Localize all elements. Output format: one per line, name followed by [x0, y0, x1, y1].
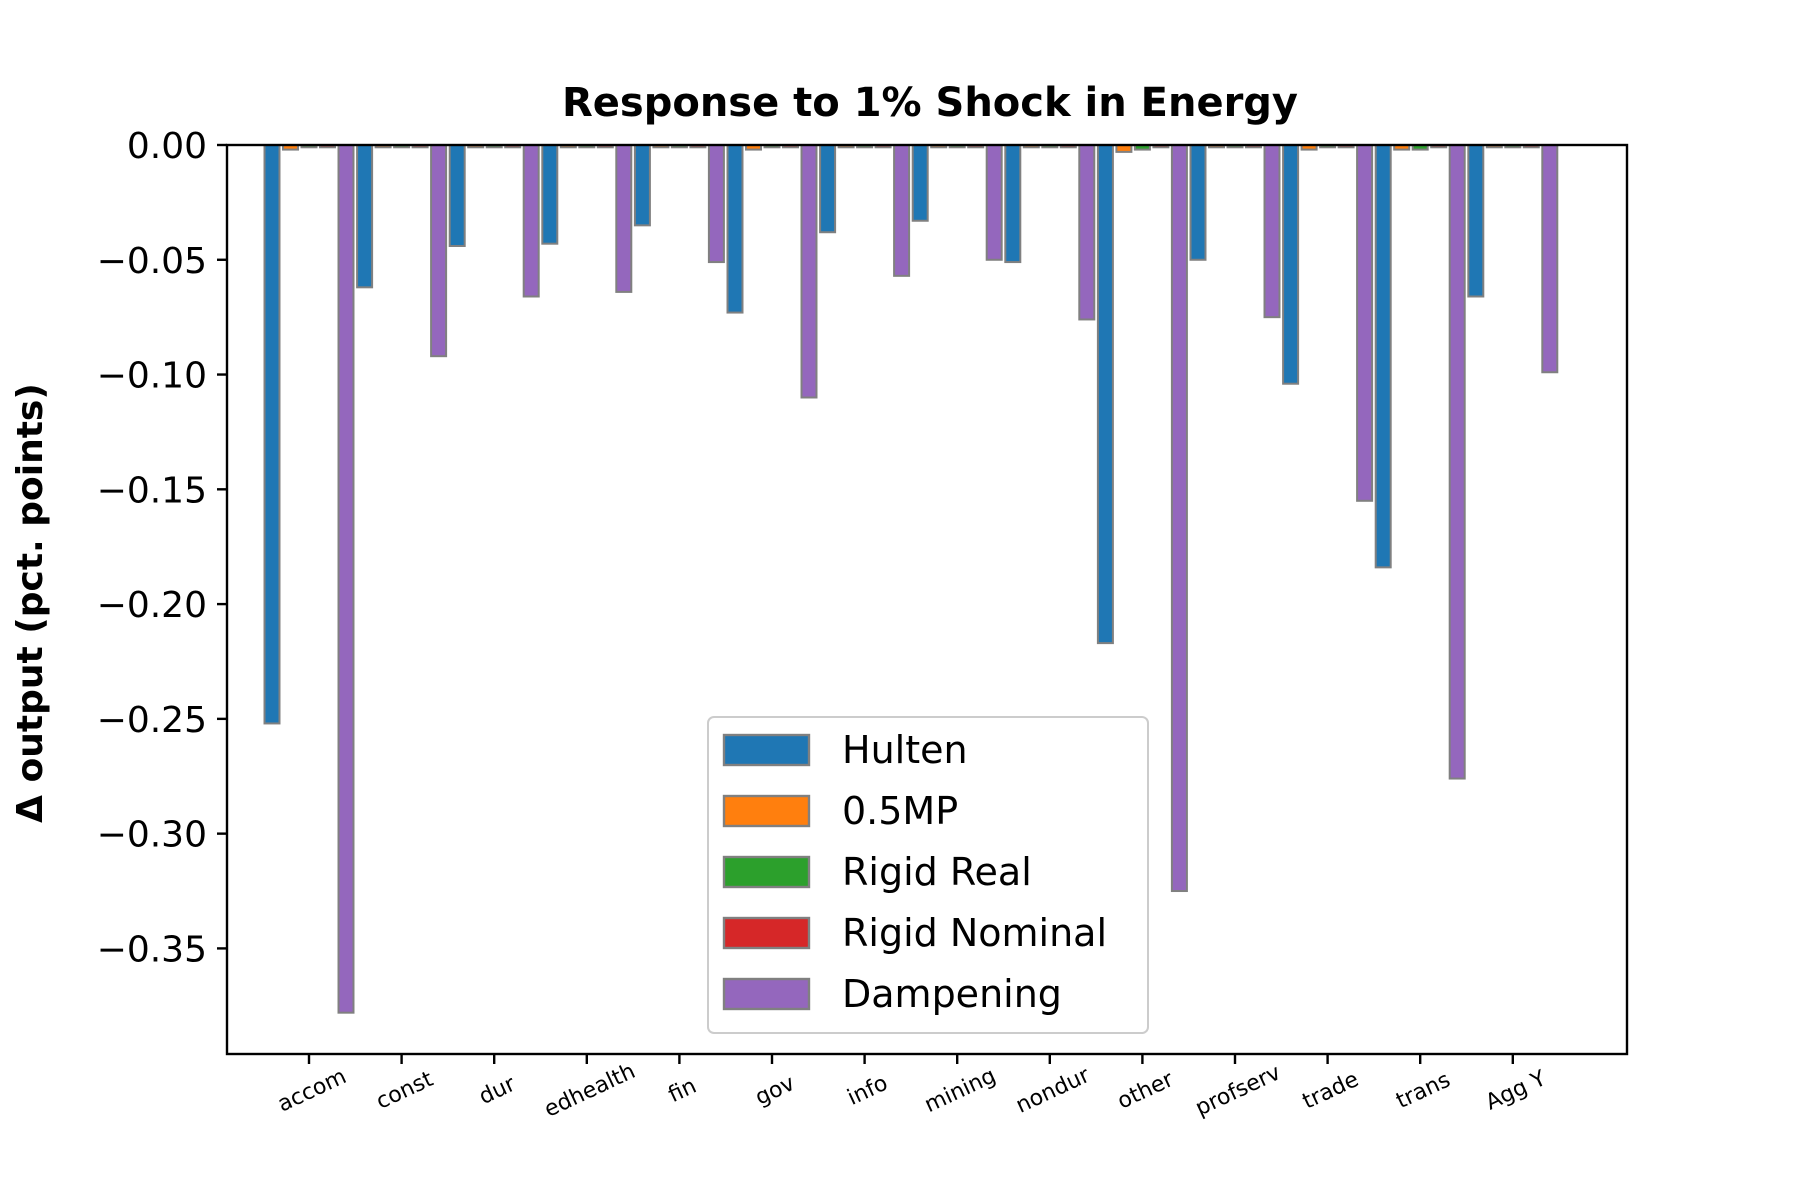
x-tick-label: trans	[1392, 1068, 1454, 1115]
bar-hulten-trade	[1282, 144, 1300, 385]
bar-hulten-accom	[263, 144, 281, 725]
legend-label: Hulten	[842, 728, 968, 772]
y-tick-label: −0.25	[97, 700, 207, 741]
plot-frame	[225, 143, 1629, 1056]
bar-dampening-profserv	[1263, 144, 1281, 319]
bar-hulten-const	[356, 144, 374, 289]
bar-hulten-trans	[1374, 144, 1392, 569]
bar-dampening-gov	[800, 144, 818, 399]
bar-hulten-profserv	[1189, 144, 1207, 261]
y-tick-label: −0.05	[97, 241, 207, 282]
x-tick-label: mining	[921, 1064, 1000, 1119]
y-tick-label: −0.30	[97, 815, 207, 856]
legend-label: 0.5MP	[842, 789, 958, 833]
x-tick-label: trade	[1299, 1067, 1363, 1114]
bar-hulten-fin	[633, 144, 651, 227]
y-tick-label: −0.35	[97, 929, 207, 970]
bar-hulten-edhealth	[541, 144, 559, 245]
bar-dampening-mining	[985, 144, 1003, 261]
bar-hulten-agg-y	[1467, 144, 1485, 298]
x-tick-label: nondur	[1012, 1063, 1094, 1119]
bar-dampening-nondur	[1078, 144, 1096, 321]
legend-swatch	[722, 794, 811, 828]
x-tick-label: Agg Y	[1482, 1066, 1551, 1116]
legend-label: Dampening	[842, 972, 1062, 1016]
bar-dampening-const	[430, 144, 448, 358]
bar-dampening-fin	[707, 144, 725, 264]
x-tick-label: info	[844, 1071, 892, 1111]
legend-swatch	[722, 916, 811, 950]
y-tick-label: −0.10	[97, 356, 207, 397]
bar-hulten-dur	[448, 144, 466, 247]
bar-hulten-other	[1096, 144, 1114, 645]
legend-swatch	[722, 733, 811, 767]
y-tick-label: 0.00	[127, 126, 207, 167]
bar-hulten-nondur	[1004, 144, 1022, 264]
bar-dampening-info	[893, 144, 911, 277]
bar-dampening-agg-y	[1541, 144, 1559, 374]
y-axis: 0.00 −0.05 −0.10 −0.15 −0.20 −0.25 −0.30 −0.35	[97, 126, 227, 970]
x-tick-label: fin	[665, 1074, 701, 1108]
y-tick-label: −0.15	[97, 470, 207, 511]
bar-dampening-accom	[337, 144, 355, 1014]
bar-dampening-trade	[1356, 144, 1374, 502]
bar-hulten-gov	[726, 144, 744, 314]
x-tick-label: gov	[752, 1071, 799, 1111]
chart-title: Response to 1% Shock in Energy	[562, 80, 1298, 126]
legend-label: Rigid Nominal	[842, 911, 1107, 955]
bar-dampening-edhealth	[615, 144, 633, 293]
legend-swatch	[722, 855, 811, 889]
x-tick-label: edhealth	[541, 1059, 640, 1123]
x-tick-label: other	[1114, 1067, 1179, 1115]
bar-dampening-dur	[522, 144, 540, 298]
x-tick-label: accom	[274, 1064, 350, 1117]
y-axis-label: Δ output (pct. points)	[10, 383, 51, 823]
bar-dampening-trans	[1448, 144, 1466, 780]
bar-hulten-info	[819, 144, 837, 234]
legend: Hulten 0.5MP Rigid Real Rigid Nominal Dampen…	[707, 716, 1149, 1034]
x-axis: accom const dur edhealth fin gov info mining non…	[274, 1054, 1550, 1123]
bars-layer	[263, 144, 1559, 1014]
y-tick-label: −0.20	[97, 585, 207, 626]
x-tick-label: dur	[475, 1071, 520, 1110]
legend-box	[707, 716, 1149, 1034]
x-tick-label: profserv	[1192, 1060, 1285, 1121]
legend-label: Rigid Real	[842, 850, 1032, 894]
bar-dampening-other	[1170, 144, 1188, 893]
x-tick-label: const	[372, 1067, 437, 1115]
legend-swatch	[722, 977, 811, 1011]
bar-hulten-mining	[911, 144, 929, 222]
